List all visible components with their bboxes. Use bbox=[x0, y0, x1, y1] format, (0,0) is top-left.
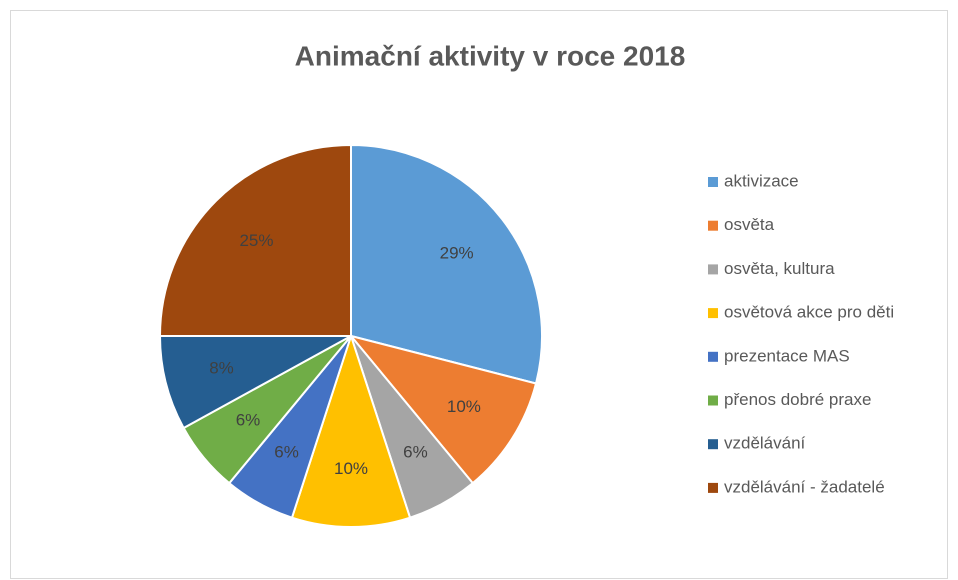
pie-slice bbox=[348, 334, 538, 485]
pie-slice bbox=[158, 335, 352, 430]
legend-label: osvětová akce pro děti bbox=[724, 303, 894, 322]
legend-label: osvěta, kultura bbox=[724, 259, 835, 278]
data-label: 6% bbox=[403, 443, 428, 462]
legend-swatch bbox=[708, 351, 718, 362]
data-label: 8% bbox=[209, 359, 234, 378]
legend-swatch bbox=[708, 220, 718, 231]
legend-label: vzdělávání bbox=[724, 434, 806, 453]
data-label: 6% bbox=[236, 411, 261, 430]
legend-swatch bbox=[708, 177, 718, 187]
legend-label: aktivizace bbox=[724, 171, 799, 190]
data-label: 29% bbox=[440, 244, 474, 263]
legend-swatch bbox=[708, 482, 718, 493]
data-label: 10% bbox=[447, 397, 481, 416]
legend-label: prezentace MAS bbox=[724, 346, 850, 365]
data-label: 6% bbox=[274, 443, 299, 462]
legend-swatch bbox=[708, 395, 718, 406]
data-label: 25% bbox=[239, 231, 273, 250]
pie-slice bbox=[158, 143, 352, 337]
legend-label: vzdělávání - žadatelé bbox=[724, 477, 885, 496]
legend-label: přenos dobré praxe bbox=[724, 390, 871, 409]
legend-label: osvěta bbox=[724, 215, 775, 234]
chart-title: Animační aktivity v roce 2018 bbox=[295, 40, 686, 71]
data-label: 10% bbox=[334, 459, 368, 478]
legend-swatch bbox=[708, 439, 718, 450]
legend-swatch bbox=[708, 264, 718, 275]
pie-slice bbox=[350, 143, 543, 385]
pie-slice bbox=[290, 332, 412, 528]
legend-swatch bbox=[708, 308, 718, 319]
